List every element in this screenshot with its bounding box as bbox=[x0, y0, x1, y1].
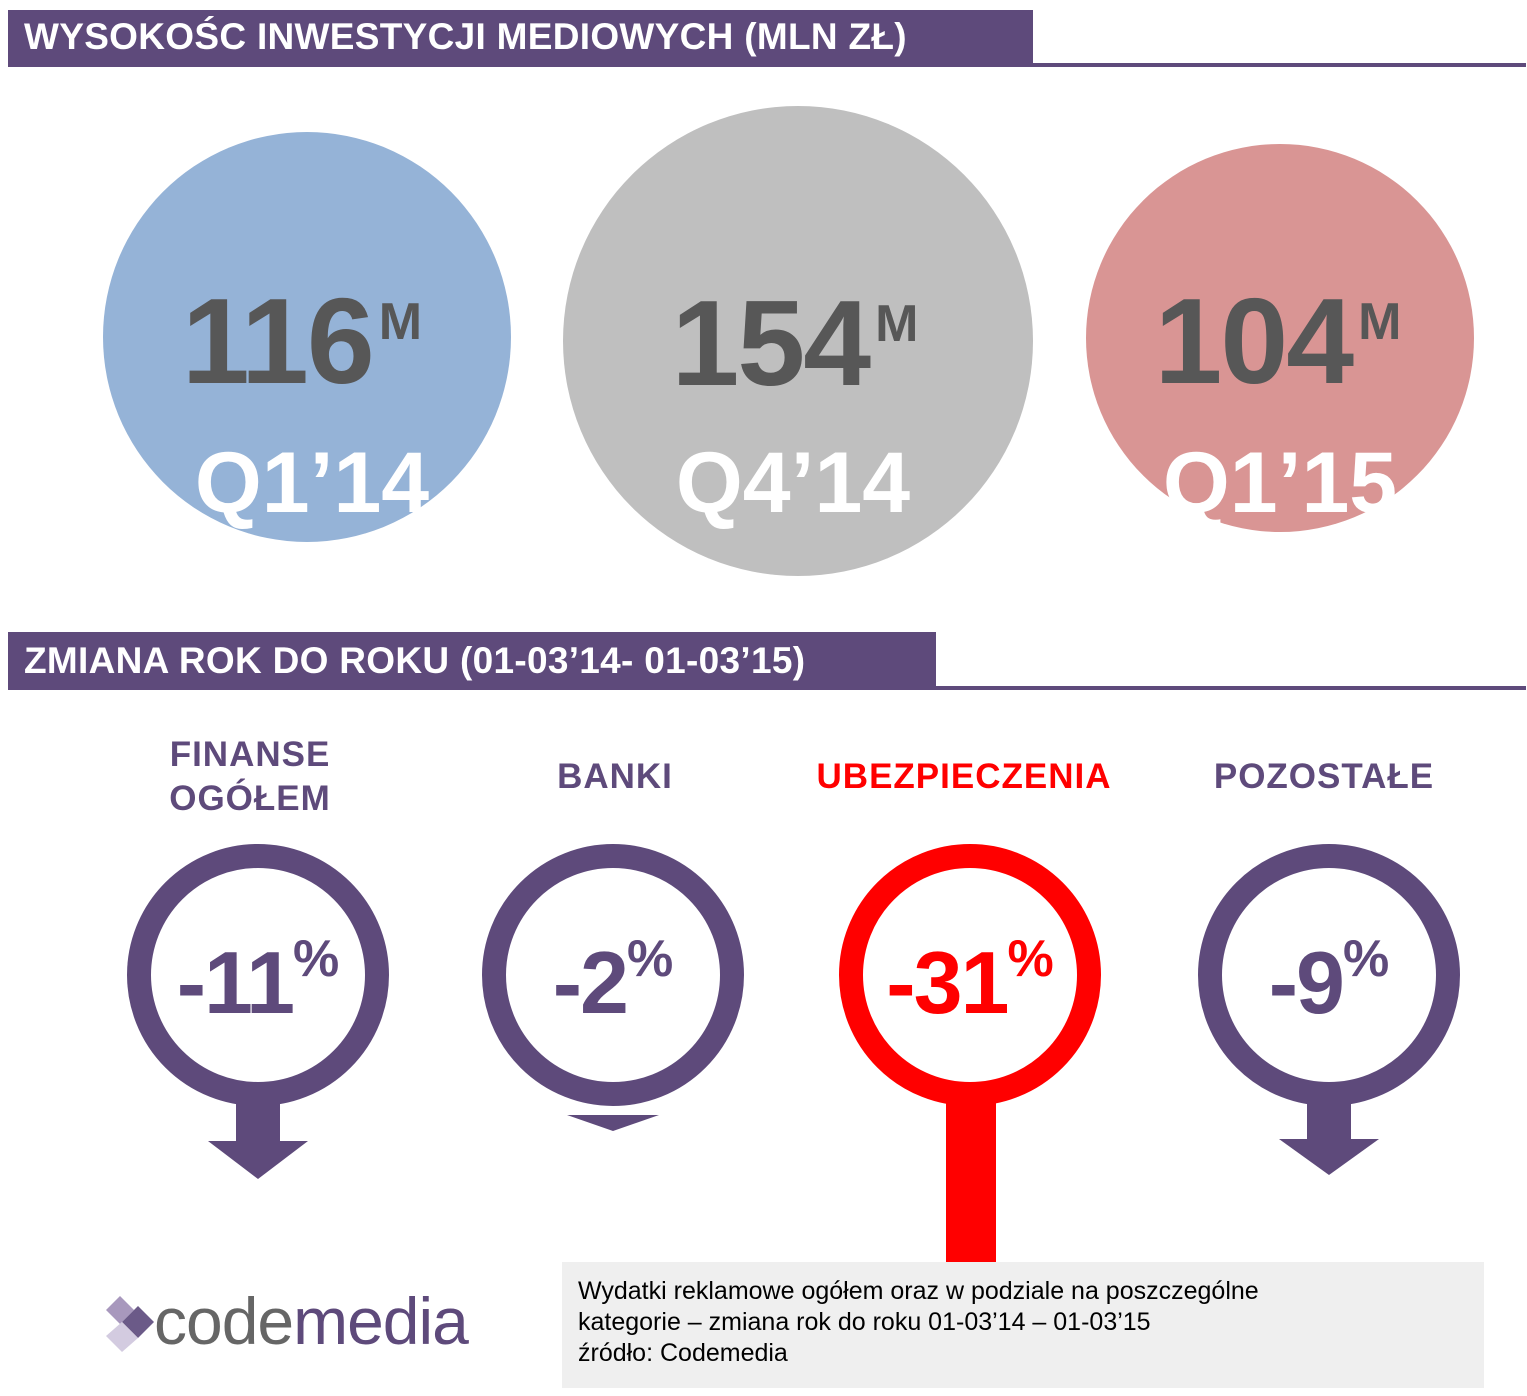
change-value: -11% bbox=[176, 930, 340, 1032]
down-arrow-icon bbox=[1198, 844, 1460, 1175]
change-value: -2% bbox=[552, 930, 674, 1032]
change-value: -31% bbox=[886, 930, 1054, 1032]
down-arrow-icon bbox=[127, 844, 389, 1179]
change-indicator-finanse: -11% bbox=[120, 843, 396, 1183]
category-label-line: FINANSE bbox=[169, 735, 331, 774]
quarter-circle-q1-15: 104 M Q1’15 bbox=[1086, 144, 1474, 532]
category-label-pozostale: POZOSTAŁE bbox=[1213, 757, 1435, 796]
category-label-finanse: FINANSE OGÓŁEM bbox=[130, 733, 370, 821]
quarter-circle-q1-14: 116 M Q1’14 bbox=[103, 132, 511, 542]
quarter-value: 154 M bbox=[671, 275, 919, 411]
quarter-circle-q4-14: 154 M Q4’14 bbox=[563, 106, 1033, 576]
change-indicator-pozostale: -9% bbox=[1191, 843, 1467, 1179]
quarter-value: 104 M bbox=[1154, 273, 1402, 409]
section2-title: ZMIANA ROK DO ROKU (01-03’14- 01-03’15) bbox=[8, 632, 936, 690]
quarter-period: Q4’14 bbox=[675, 435, 911, 531]
down-bar-icon bbox=[839, 844, 1101, 1263]
footer-line: kategorie – zmiana rok do roku 01-03’14 … bbox=[578, 1308, 1151, 1336]
change-indicator-banki: -2% bbox=[475, 843, 751, 1143]
category-label-banki: BANKI bbox=[557, 757, 673, 796]
footer-description: Wydatki reklamowe ogółem oraz w podziale… bbox=[578, 1276, 1259, 1369]
footer-source: źródło: Codemedia bbox=[578, 1339, 788, 1367]
codemedia-logo: codemedia bbox=[66, 1262, 562, 1388]
quarter-period: Q1’14 bbox=[194, 435, 430, 531]
logo-wordmark: codemedia bbox=[154, 1284, 469, 1358]
change-indicator-ubezpieczenia: -31% bbox=[832, 843, 1108, 1263]
quarter-value: 116 M bbox=[181, 273, 423, 409]
category-label-line: OGÓŁEM bbox=[169, 779, 331, 818]
quarter-period: Q1’15 bbox=[1162, 435, 1398, 531]
footer-panel: codemedia Wydatki reklamowe ogółem oraz … bbox=[66, 1262, 1484, 1388]
footer-line: Wydatki reklamowe ogółem oraz w podziale… bbox=[578, 1277, 1259, 1305]
category-label-ubezpieczenia: UBEZPIECZENIA bbox=[816, 757, 1112, 796]
section1-title: WYSOKOŚC INWESTYCJI MEDIOWYCH (MLN ZŁ) bbox=[8, 10, 1033, 66]
logo-diamond-icon bbox=[106, 1296, 154, 1352]
down-arrow-icon bbox=[482, 844, 744, 1131]
change-value: -9% bbox=[1268, 930, 1390, 1032]
